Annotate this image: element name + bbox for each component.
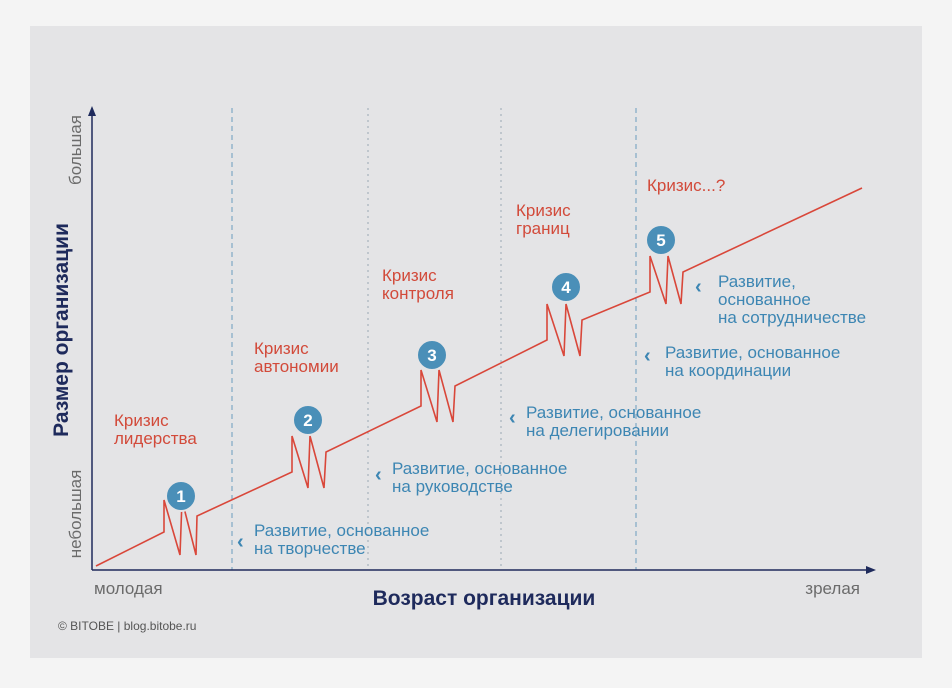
crisis-label: автономии — [254, 357, 339, 376]
chevron-left-icon: ‹ — [237, 531, 244, 553]
development-labels: ‹ Развитие, основанное на творчестве ‹ Р… — [237, 272, 866, 558]
y-axis-arrow — [88, 106, 96, 116]
phase-dividers — [231, 108, 637, 570]
svg-text:4: 4 — [561, 278, 571, 297]
development-label: Развитие, основанное — [392, 459, 567, 478]
y-axis-low-label: небольшая — [66, 470, 85, 559]
development-label: на творчестве — [254, 539, 366, 558]
crisis-label: Кризис...? — [647, 176, 725, 195]
svg-text:2: 2 — [303, 411, 312, 430]
phase-badge: 4 — [550, 271, 582, 303]
development-label: на координации — [665, 361, 791, 380]
development-label: Развитие, — [718, 272, 796, 291]
chevron-left-icon: ‹ — [375, 464, 382, 486]
crisis-label: Кризис — [516, 201, 571, 220]
phase-badge: 3 — [416, 339, 448, 371]
svg-text:3: 3 — [427, 346, 436, 365]
y-axis-high-label: большая — [66, 115, 85, 185]
credit-footer: © BITOBE | blog.bitobe.ru — [58, 619, 196, 633]
crisis-labels: Кризис лидерства Кризис автономии Кризис… — [114, 176, 725, 448]
crisis-label: Кризис — [382, 266, 437, 285]
svg-text:1: 1 — [176, 487, 185, 506]
development-label: Развитие, основанное — [526, 403, 701, 422]
development-label: Развитие, основанное — [665, 343, 840, 362]
x-axis-title: Возраст организации — [373, 587, 596, 610]
development-label: основанное — [718, 290, 811, 309]
chevron-left-icon: ‹ — [509, 407, 516, 429]
chevron-left-icon: ‹ — [695, 276, 702, 298]
growth-line — [95, 187, 863, 567]
phase-badge: 5 — [645, 224, 677, 256]
y-axis-title: Размер организации — [50, 223, 73, 437]
crisis-label: границ — [516, 219, 570, 238]
development-label: на делегировании — [526, 421, 669, 440]
crisis-label: Кризис — [254, 339, 309, 358]
chevron-left-icon: ‹ — [644, 345, 651, 367]
crisis-label: лидерства — [114, 429, 197, 448]
development-label: Развитие, основанное — [254, 521, 429, 540]
axes — [88, 106, 876, 574]
x-axis-low-label: молодая — [94, 579, 163, 598]
phase-badge: 2 — [292, 404, 324, 436]
crisis-label: Кризис — [114, 411, 169, 430]
x-axis-arrow — [866, 566, 876, 574]
crisis-label: контроля — [382, 284, 454, 303]
phase-badges: 1 2 3 4 5 — [165, 224, 677, 512]
svg-text:5: 5 — [656, 231, 665, 250]
development-label: на руководстве — [392, 477, 513, 496]
development-label: на сотрудничестве — [718, 308, 866, 327]
phase-badge: 1 — [165, 480, 197, 512]
x-axis-high-label: зрелая — [805, 579, 860, 598]
